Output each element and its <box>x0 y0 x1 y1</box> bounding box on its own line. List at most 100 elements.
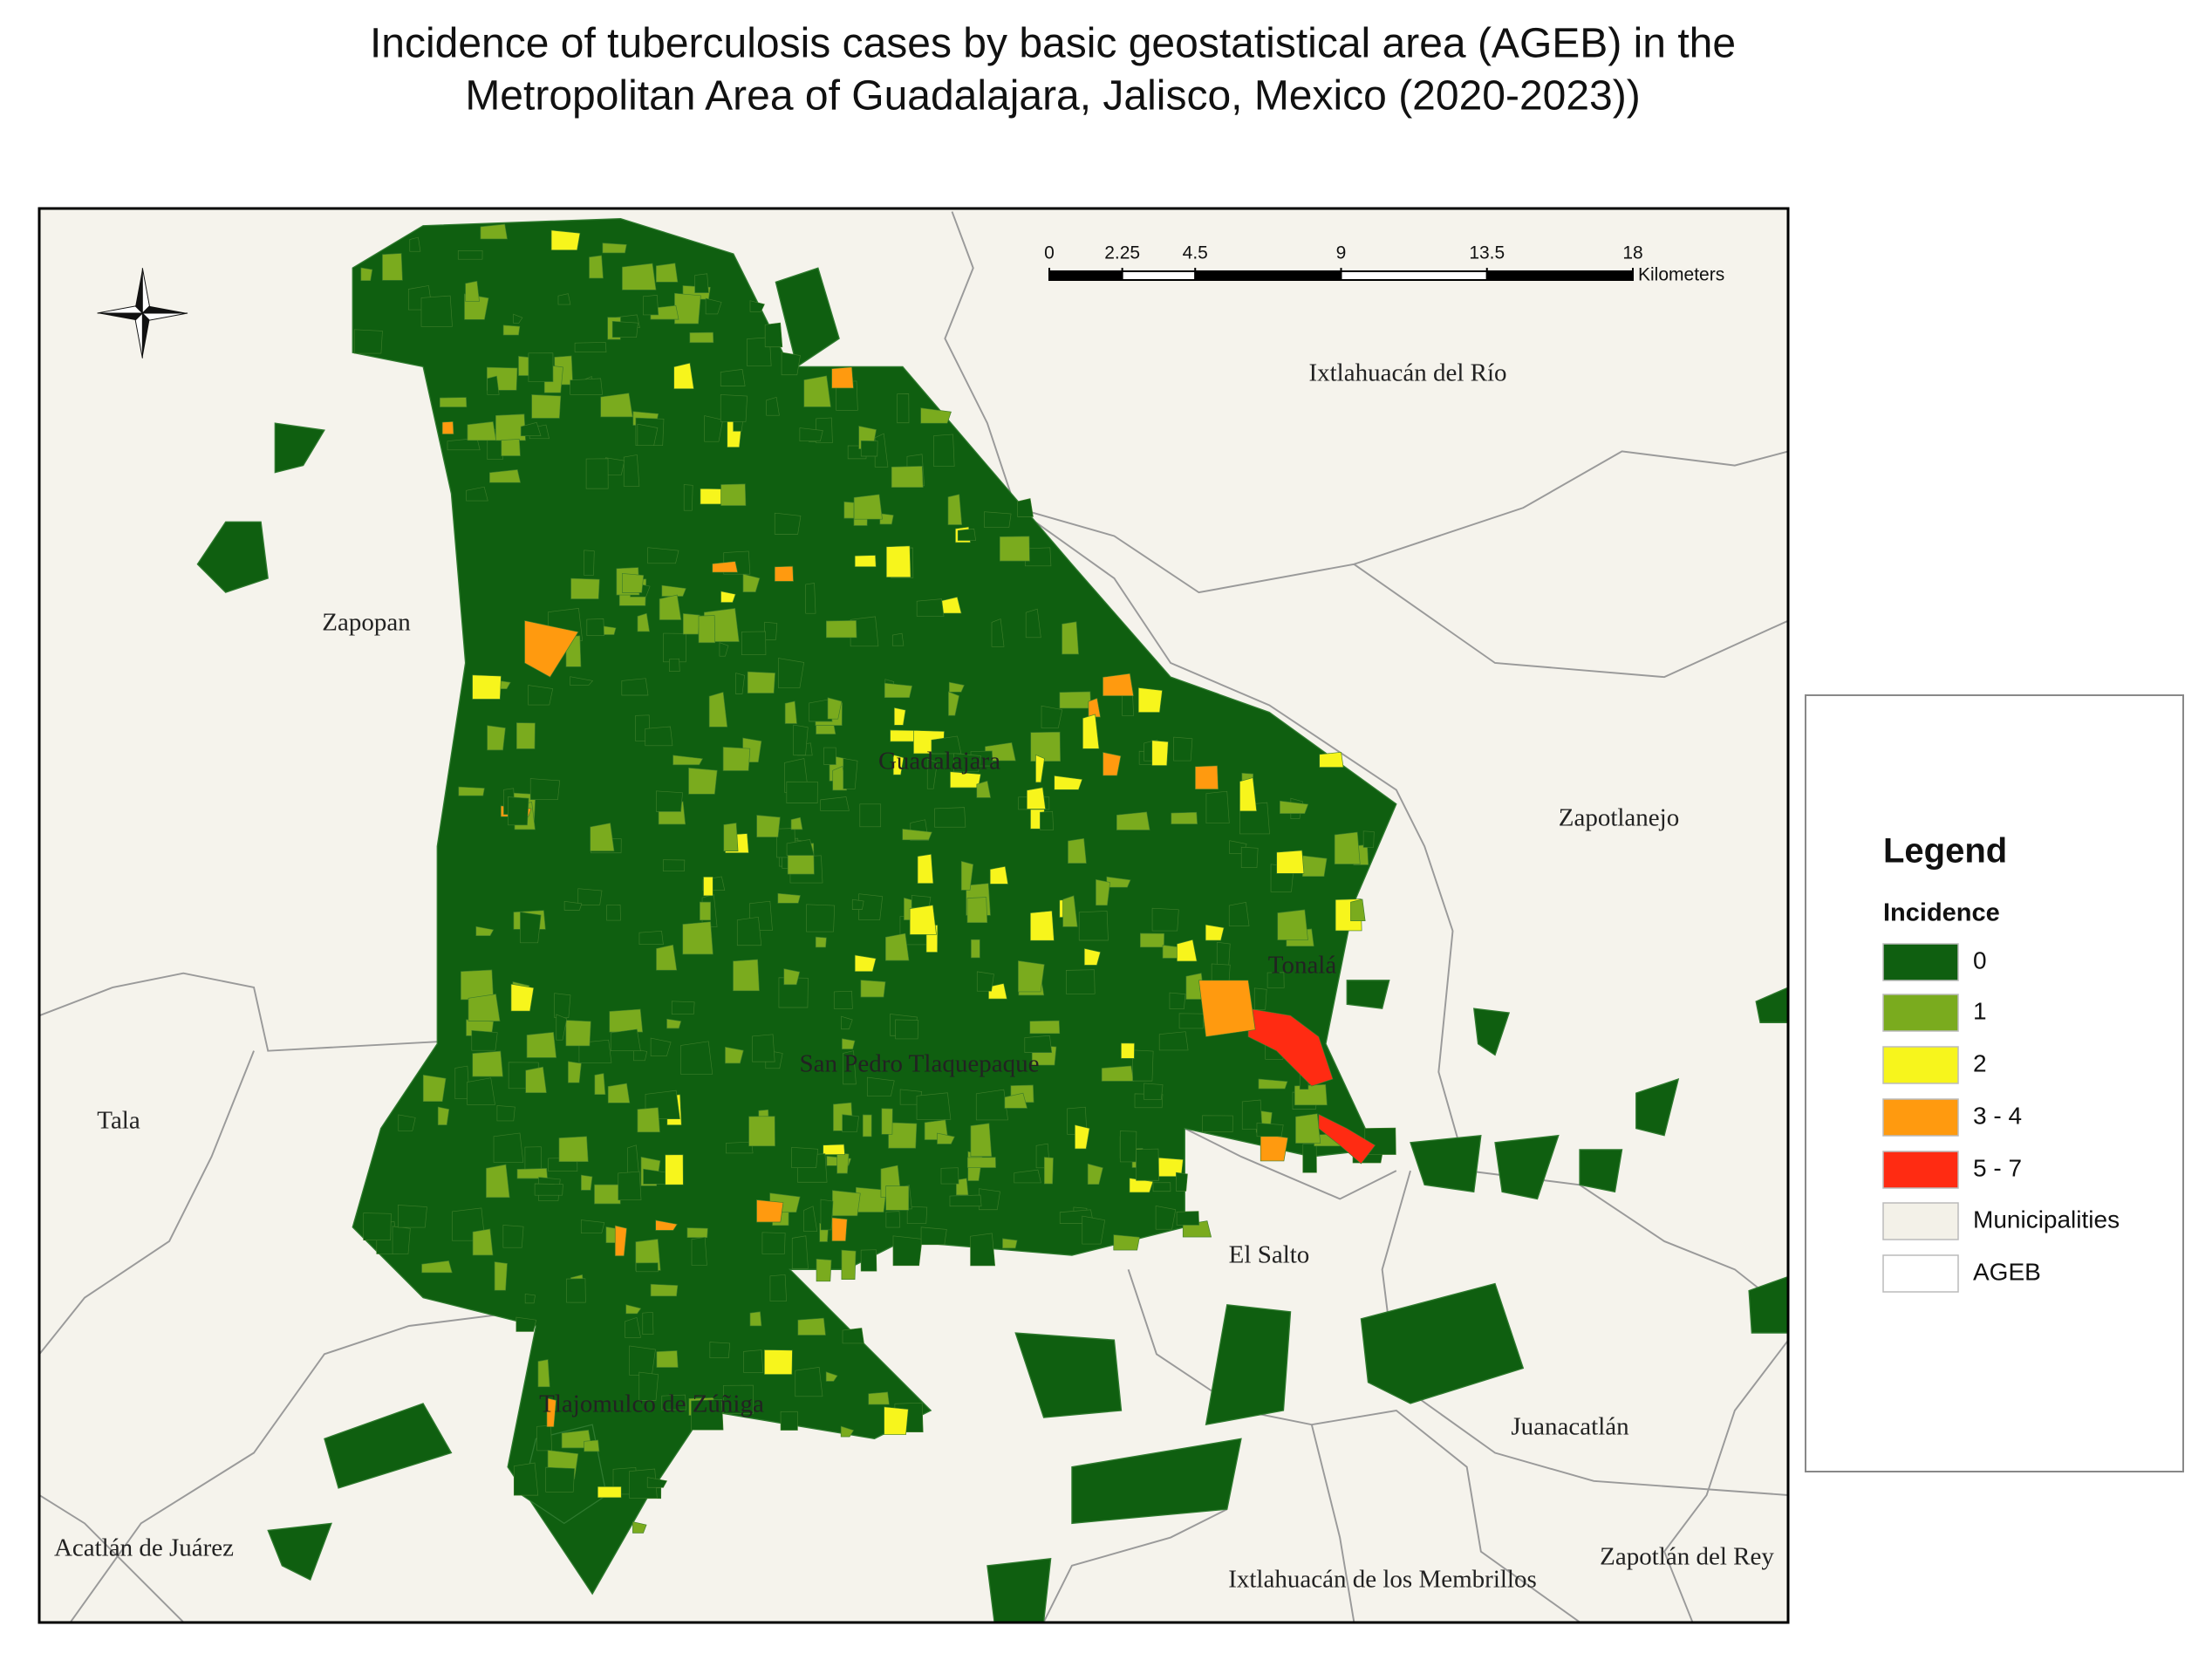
ageb <box>643 295 659 316</box>
ageb <box>467 1077 495 1105</box>
legend-label: AGEB <box>1973 1258 2041 1285</box>
scale-segment <box>1485 270 1634 281</box>
ageb-cluster <box>1494 1134 1560 1200</box>
ageb <box>786 781 818 803</box>
ageb <box>1136 1148 1159 1181</box>
ageb <box>694 273 709 293</box>
ageb <box>669 658 680 672</box>
ageb <box>931 735 962 755</box>
ageb-cluster <box>1205 1304 1292 1425</box>
ageb <box>602 243 627 254</box>
ageb <box>766 397 780 416</box>
ageb <box>976 780 992 798</box>
scale-tick-label: 9 <box>1336 243 1347 263</box>
ageb <box>623 454 640 487</box>
ageb <box>580 1219 605 1234</box>
ageb <box>1266 972 1285 988</box>
ageb <box>642 1312 654 1336</box>
scale-tick-label: 0 <box>1044 243 1055 263</box>
ageb <box>1137 687 1163 713</box>
ageb <box>650 1037 672 1057</box>
ageb <box>586 618 604 636</box>
ageb <box>689 331 714 344</box>
ageb <box>629 1345 656 1376</box>
title-line: Metropolitan Area of Guadalajara, Jalisc… <box>465 73 1640 120</box>
ageb <box>722 747 751 771</box>
ageb <box>723 823 739 851</box>
ageb <box>1144 1083 1164 1100</box>
ageb <box>1295 1113 1321 1144</box>
ageb <box>892 1235 923 1267</box>
ageb <box>1121 1042 1135 1059</box>
ageb <box>1054 775 1083 790</box>
ageb-cluster <box>1748 1275 1788 1334</box>
ageb <box>790 816 803 830</box>
ageb <box>1059 691 1092 709</box>
scale-tick-label: 18 <box>1622 243 1642 263</box>
ageb <box>948 691 959 716</box>
boundary <box>39 1050 255 1355</box>
ageb-patches <box>353 223 1396 1534</box>
boundary <box>1127 1268 1580 1622</box>
ageb <box>947 494 963 525</box>
ageb <box>970 1233 996 1267</box>
ageb <box>769 1274 787 1301</box>
ageb <box>516 1168 549 1179</box>
ageb <box>515 1316 537 1332</box>
ageb <box>1103 673 1134 696</box>
ageb <box>784 700 797 724</box>
ageb <box>700 488 723 505</box>
place-labels: Ixtlahuacán del Río Zapopan Guadalajara Zap… <box>54 359 1774 1594</box>
ageb <box>868 1391 890 1405</box>
ageb <box>720 591 736 603</box>
ageb <box>1211 963 1231 982</box>
ageb <box>884 1406 909 1435</box>
ageb <box>820 796 850 811</box>
ageb <box>885 932 910 961</box>
ageb <box>703 876 713 897</box>
ageb <box>611 320 638 338</box>
ageb <box>735 673 745 694</box>
ageb <box>1082 1215 1106 1245</box>
legend-label: 5 - 7 <box>1973 1154 2022 1181</box>
ageb <box>940 1167 959 1185</box>
legend-swatch <box>1882 1151 1959 1189</box>
ageb <box>917 853 934 885</box>
ageb <box>472 1228 494 1256</box>
ageb <box>989 865 1009 885</box>
ageb <box>708 692 728 728</box>
scale-tick-label: 13.5 <box>1469 243 1505 263</box>
ageb <box>520 421 542 436</box>
ageb <box>781 352 801 376</box>
ageb <box>815 936 827 948</box>
legend-subtitle: Incidence <box>1883 899 2000 927</box>
legend-label: 0 <box>1973 946 1987 973</box>
ageb <box>1240 846 1259 868</box>
ageb <box>528 685 554 706</box>
place-label: Ixtlahuacán de los Membrillos <box>1228 1566 1537 1594</box>
ageb <box>786 839 815 856</box>
ageb <box>841 1249 857 1281</box>
ageb <box>1155 1206 1177 1230</box>
ageb <box>797 1317 826 1336</box>
ageb <box>1176 1172 1188 1192</box>
ageb <box>465 280 480 302</box>
ageb-cluster <box>274 422 325 474</box>
ageb-cluster <box>196 521 269 593</box>
ageb <box>496 1105 515 1122</box>
scale-tick-label: 2.25 <box>1104 243 1140 263</box>
ageb <box>502 1225 524 1248</box>
ageb <box>691 1398 724 1431</box>
ageb <box>832 1190 861 1217</box>
ageb <box>1362 830 1375 848</box>
ageb <box>574 342 607 352</box>
ageb <box>1178 1013 1205 1029</box>
place-label: El Salto <box>1229 1241 1310 1269</box>
ageb <box>1198 980 1256 1037</box>
ageb <box>625 1304 642 1315</box>
ageb-cluster <box>1346 980 1390 1009</box>
place-label: Guadalajara <box>878 748 1000 775</box>
ageb <box>666 1018 682 1029</box>
ageb <box>975 1089 1008 1121</box>
